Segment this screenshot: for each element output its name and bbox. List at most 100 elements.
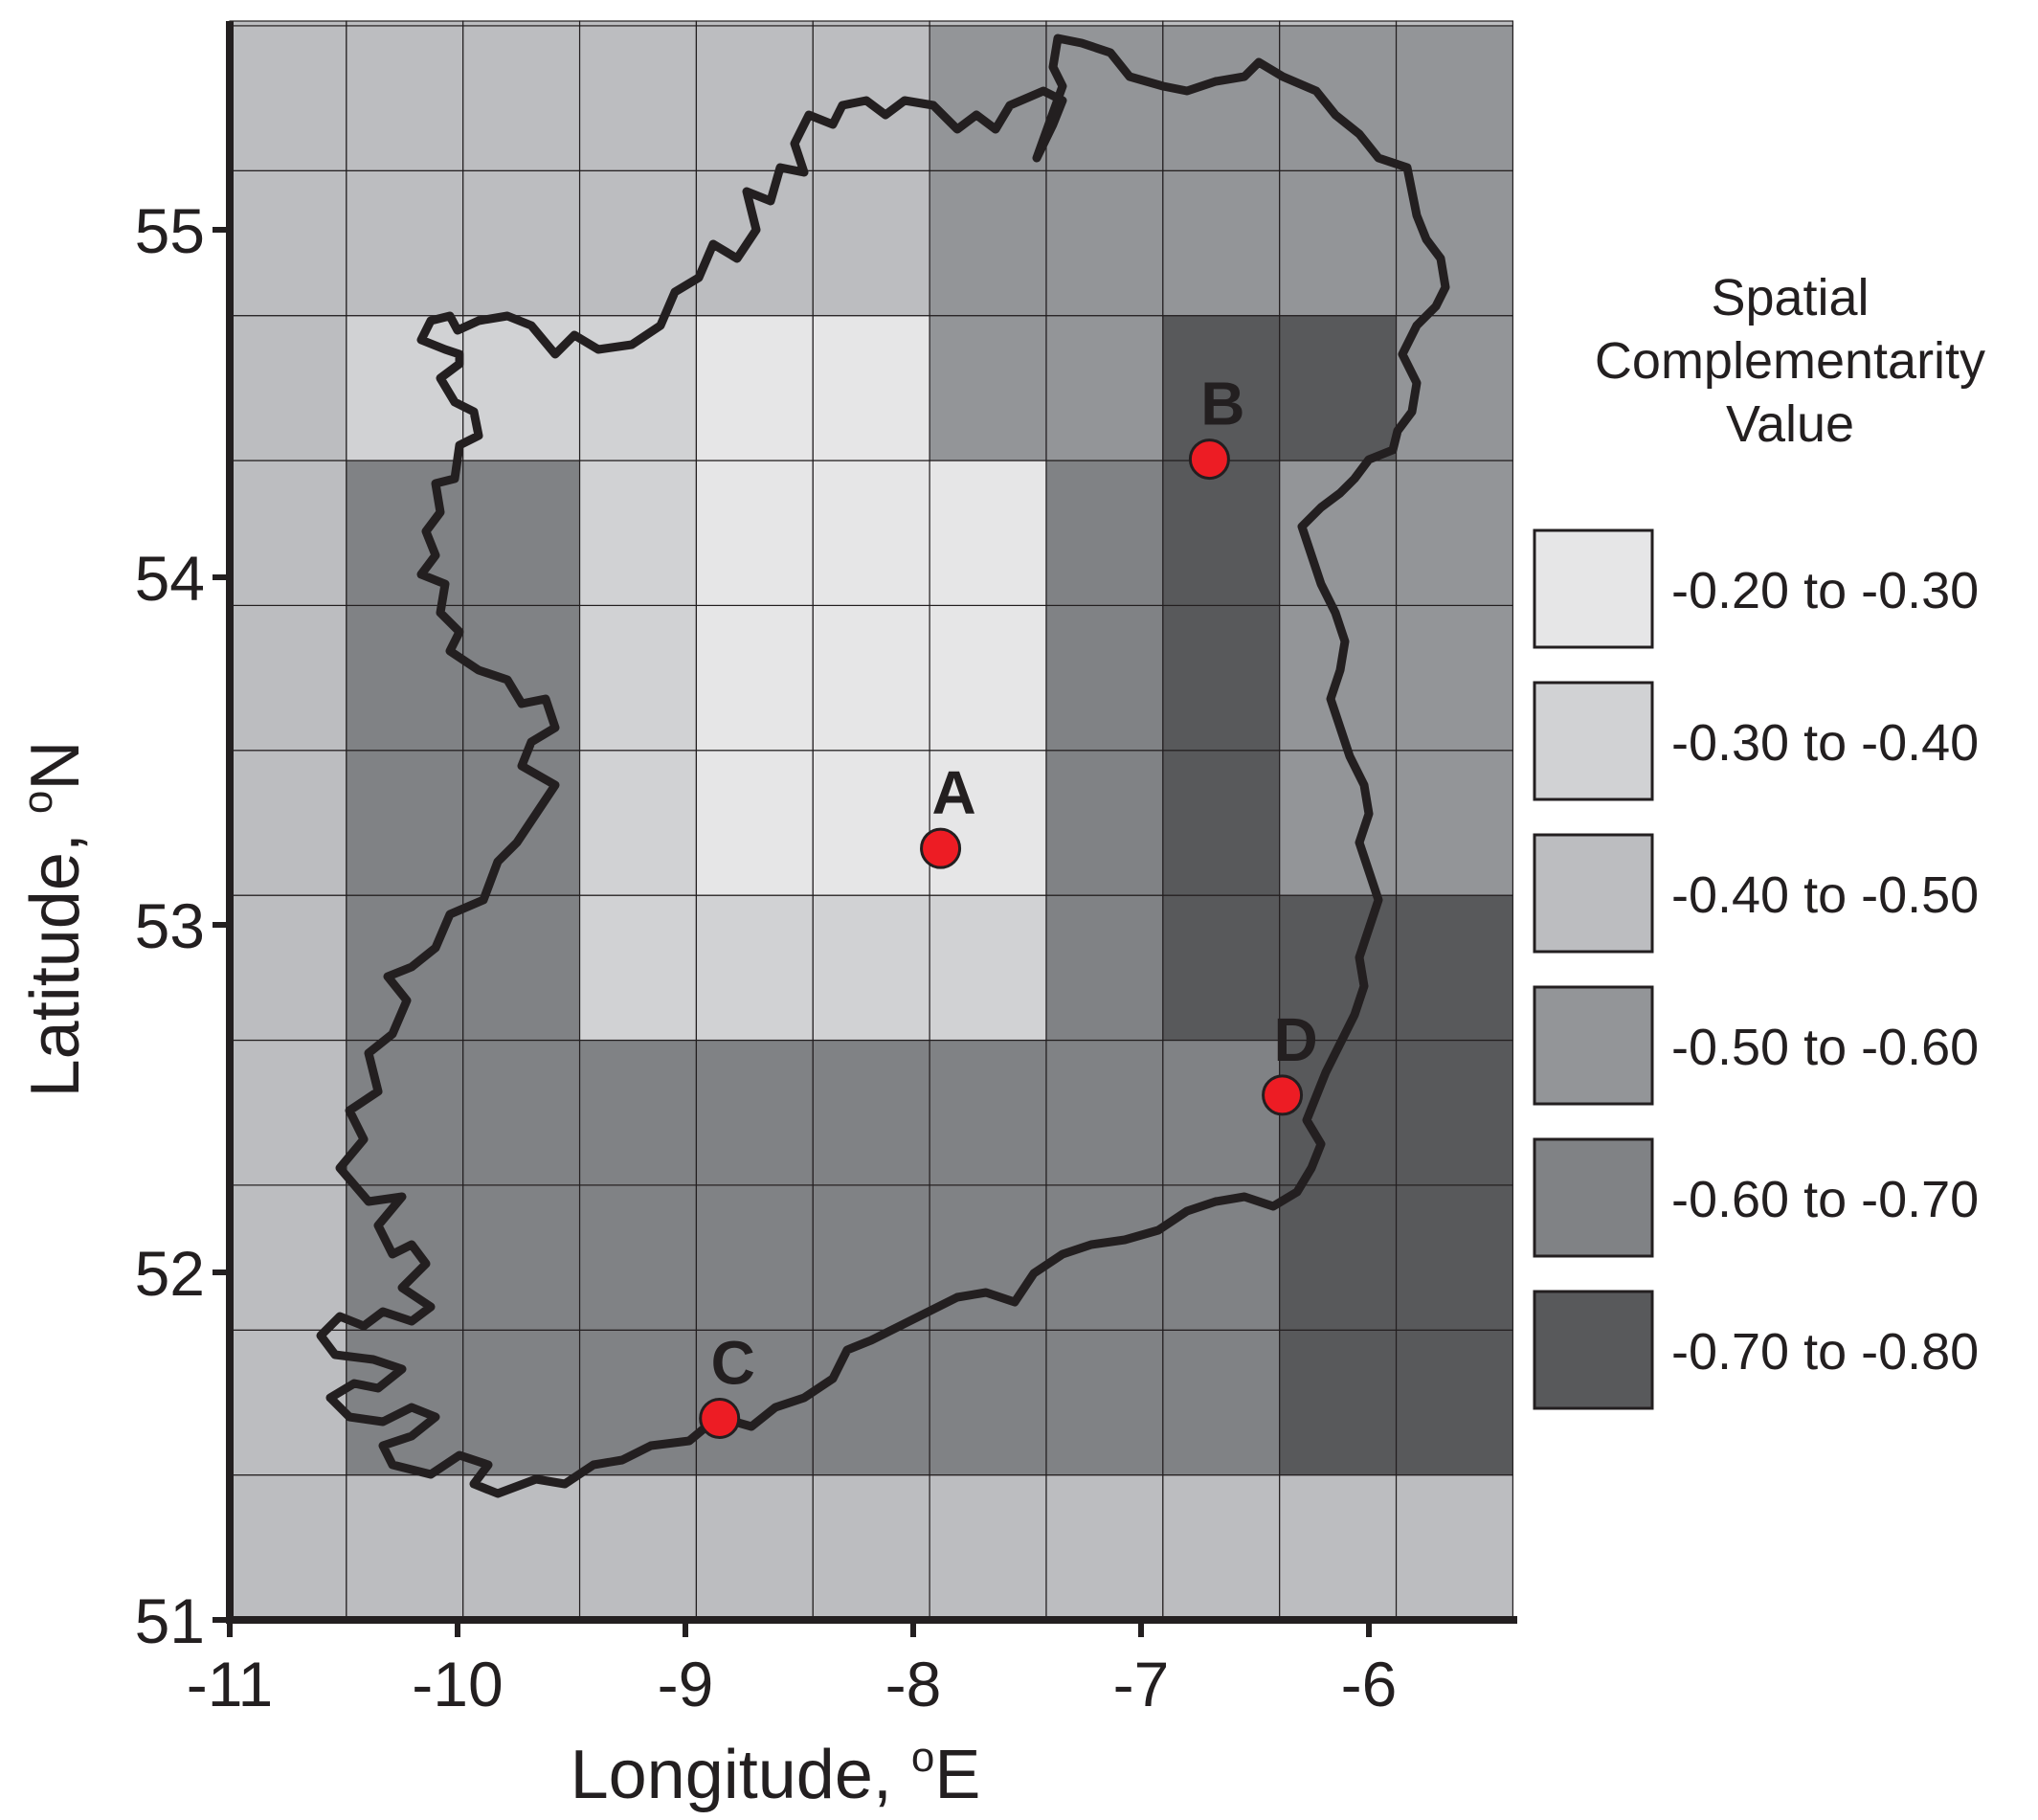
grid-cell	[929, 1184, 1047, 1331]
legend-item-label: -0.40 to -0.50	[1671, 866, 1979, 924]
grid-cell	[462, 1039, 581, 1186]
grid-cell	[929, 20, 1047, 27]
grid-cell	[229, 1474, 347, 1621]
legend-swatch	[1533, 1137, 1654, 1258]
axis-ticks: -11 -10 -9 -8 -7 -6 51 52 53 54 55	[135, 195, 1398, 1719]
grid-cell	[1162, 1329, 1281, 1476]
grid-cell	[929, 1329, 1047, 1476]
site-marker-c	[699, 1397, 741, 1439]
x-tick-label: -6	[1341, 1649, 1398, 1719]
grid-cell	[462, 750, 581, 896]
grid-cell	[346, 1184, 464, 1331]
grid-cell	[578, 1039, 698, 1186]
ireland-coastline	[316, 34, 1450, 1498]
grid-cell	[1395, 1474, 1514, 1621]
grid-cell	[462, 1184, 581, 1331]
site-label-b: B	[1200, 370, 1244, 438]
legend-title-line: Value	[1725, 395, 1855, 453]
legend-item-label: -0.60 to -0.70	[1671, 1171, 1979, 1228]
grid-cell	[1395, 20, 1514, 27]
grid-cell	[695, 1184, 814, 1331]
grid-cell	[929, 750, 1047, 896]
grid-cell	[1395, 1329, 1514, 1476]
grid-cell	[812, 1039, 930, 1186]
grid-cell	[229, 1329, 347, 1476]
grid-cell	[462, 169, 581, 317]
grid-cell	[1045, 315, 1164, 461]
grid-cell	[1162, 169, 1281, 317]
grid-cell	[462, 1329, 581, 1476]
y-axis-label: Latitude, oN	[14, 741, 94, 1098]
grid-cell	[1279, 169, 1398, 317]
grid-cell	[578, 20, 698, 27]
grid-cell	[1162, 25, 1281, 171]
grid-cell	[695, 1474, 814, 1621]
grid-cell	[462, 894, 581, 1042]
y-tick-label: 54	[135, 543, 205, 614]
grid-cell	[929, 460, 1047, 607]
complementarity-grid	[229, 20, 1514, 1621]
legend-title: Spatial Complementarity Value	[1512, 266, 2038, 456]
grid-cell	[695, 894, 814, 1042]
grid-cell	[812, 750, 930, 896]
grid-cell	[695, 20, 814, 27]
grid-cell	[1395, 1039, 1514, 1186]
grid-cell	[1162, 1039, 1281, 1186]
x-axis-label: Longitude, oE	[571, 1734, 981, 1813]
grid-cell	[812, 604, 930, 752]
grid-cell	[1279, 315, 1398, 461]
grid-cell	[229, 315, 347, 461]
grid-cell	[929, 1474, 1047, 1621]
grid-cell	[578, 894, 698, 1042]
grid-cell	[229, 604, 347, 752]
legend-swatch	[1533, 681, 1654, 801]
legend-title-line: Complementarity	[1594, 332, 1986, 390]
grid-cell	[695, 460, 814, 607]
grid-cell	[229, 894, 347, 1042]
grid-cell	[578, 460, 698, 607]
grid-cell	[346, 604, 464, 752]
grid-cell	[1162, 1474, 1281, 1621]
grid-cell	[462, 1474, 581, 1621]
site-label-a: A	[931, 758, 975, 827]
y-tick-label: 53	[135, 890, 205, 961]
grid-cell	[1395, 894, 1514, 1042]
grid-cell	[1045, 169, 1164, 317]
grid-cell	[812, 20, 930, 27]
grid-cell	[462, 25, 581, 171]
grid-cell	[1045, 460, 1164, 607]
coastline	[316, 34, 1450, 1498]
grid-cell	[462, 460, 581, 607]
grid-cell	[929, 315, 1047, 461]
grid-cell	[346, 1329, 464, 1476]
site-markers: A B C D	[699, 370, 1318, 1439]
grid-cell	[1045, 750, 1164, 896]
y-tick-label: 55	[135, 195, 205, 266]
grid-cell	[695, 1039, 814, 1186]
legend-swatch	[1533, 985, 1654, 1106]
grid-cell	[1045, 1474, 1164, 1621]
grid-cell	[346, 25, 464, 171]
legend-swatch	[1533, 1290, 1654, 1410]
grid-cell	[346, 750, 464, 896]
site-marker-b	[1188, 438, 1230, 481]
grid-cell	[1162, 750, 1281, 896]
map-frame	[226, 21, 1517, 1624]
grid-cell	[1045, 894, 1164, 1042]
grid-cell	[929, 604, 1047, 752]
grid-cell	[929, 169, 1047, 317]
grid-cell	[1045, 604, 1164, 752]
grid-cell	[229, 1184, 347, 1331]
grid-cell	[1279, 1474, 1398, 1621]
grid-cell	[229, 1039, 347, 1186]
y-tick-label: 51	[135, 1585, 205, 1656]
y-tick-label: 52	[135, 1238, 205, 1309]
grid-cell	[229, 750, 347, 896]
grid-cell	[929, 894, 1047, 1042]
grid-cell	[695, 750, 814, 896]
grid-cell	[462, 604, 581, 752]
grid-cell	[1279, 1329, 1398, 1476]
site-label-d: D	[1273, 1005, 1317, 1074]
grid-cell	[1162, 460, 1281, 607]
